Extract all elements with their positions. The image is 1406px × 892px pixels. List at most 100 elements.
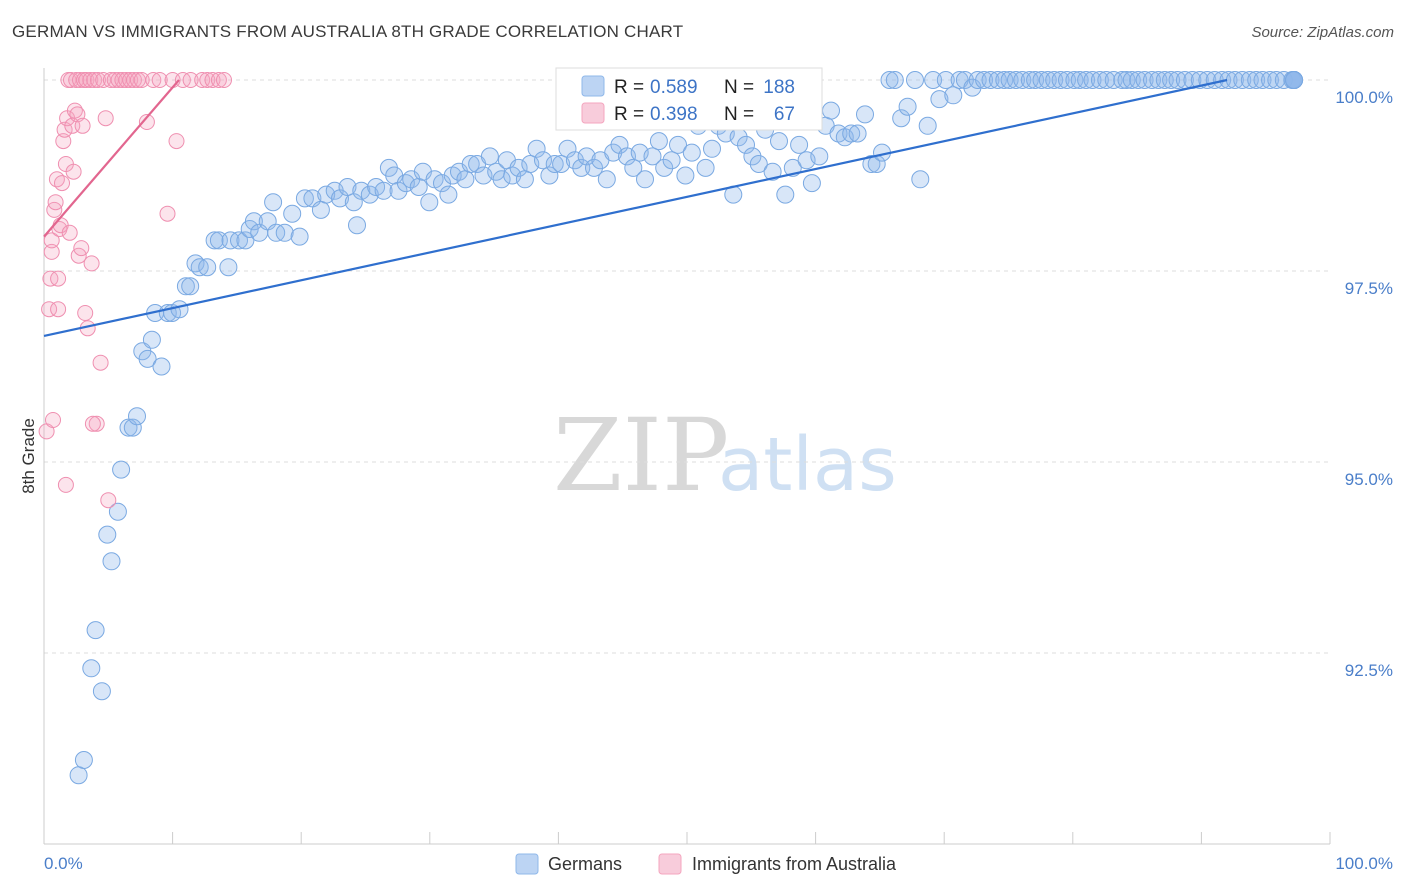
point-australia [65, 163, 82, 180]
point-germans [1051, 71, 1070, 89]
point-germans [317, 185, 336, 204]
point-australia [97, 110, 114, 127]
point-australia [43, 243, 60, 260]
point-germans [1285, 71, 1303, 89]
point-germans [975, 71, 994, 89]
point-germans [527, 139, 546, 158]
point-germans [1097, 71, 1116, 89]
point-germans [1000, 71, 1019, 89]
point-germans [565, 151, 584, 170]
point-germans [420, 193, 439, 212]
point-australia [73, 240, 90, 257]
point-germans [1083, 71, 1102, 89]
y-tick-labels: 92.5% 95.0% 97.5% 100.0% [1335, 88, 1393, 680]
legend-n-value-2: 67 [774, 104, 795, 125]
point-germans [509, 158, 528, 177]
point-germans [577, 147, 596, 166]
point-australia [50, 301, 67, 318]
point-australia [47, 194, 64, 211]
point-germans [1233, 71, 1252, 89]
point-germans [981, 71, 1000, 89]
point-germans [749, 155, 768, 173]
point-germans [880, 71, 899, 89]
point-germans [461, 155, 480, 173]
point-germans [338, 178, 357, 196]
legend-swatch-germans [581, 75, 605, 97]
point-australia [100, 492, 117, 509]
point-germans [1045, 71, 1064, 89]
point-germans [802, 174, 821, 193]
point-germans [311, 200, 330, 219]
point-germans [572, 158, 591, 177]
point-germans [142, 330, 161, 349]
legend-n-label-1: N = [724, 77, 754, 98]
x-tick-max: 100.0% [1335, 854, 1393, 873]
point-australia [57, 476, 74, 493]
y-tick-label: 92.5% [1345, 661, 1393, 680]
point-australia [86, 72, 103, 88]
point-germans [848, 124, 867, 143]
point-germans [439, 185, 458, 204]
point-germans [636, 170, 654, 189]
point-germans [597, 170, 616, 189]
point-germans [112, 460, 131, 479]
point-germans [275, 223, 294, 242]
point-germans [1261, 71, 1279, 89]
point-germans [170, 300, 189, 319]
scatter-points [38, 71, 1303, 785]
y-tick-label: 95.0% [1345, 470, 1393, 489]
stats-legend: R = 0.589 N = 188 R = 0.398 N = 67 [555, 67, 823, 131]
point-germans [911, 170, 930, 189]
x-axis-ticks [43, 832, 1331, 844]
point-germans [1155, 71, 1174, 89]
point-germans [409, 178, 428, 196]
point-germans [918, 116, 937, 135]
point-australia [168, 133, 185, 150]
point-australia [83, 255, 100, 272]
point-germans [924, 71, 943, 89]
point-germans [930, 90, 949, 109]
chart-title: GERMAN VS IMMIGRANTS FROM AUSTRALIA 8TH … [12, 22, 684, 41]
point-germans [552, 155, 571, 173]
point-australia [133, 72, 150, 88]
point-australia [90, 72, 106, 88]
point-germans [669, 135, 687, 154]
point-germans [1007, 71, 1025, 89]
point-australia [50, 270, 67, 287]
point-germans [703, 139, 721, 158]
point-germans [198, 258, 217, 277]
point-germans [545, 155, 564, 173]
point-germans [955, 71, 974, 89]
point-australia [61, 224, 78, 241]
point-germans [128, 407, 146, 426]
point-germans [190, 258, 209, 277]
point-germans [1077, 71, 1096, 89]
point-germans [936, 71, 955, 89]
point-australia [55, 133, 72, 150]
point-germans [108, 502, 127, 521]
watermark-atlas: atlas [718, 422, 897, 508]
point-germans [696, 158, 715, 177]
point-germans [515, 170, 534, 189]
point-germans [743, 147, 762, 166]
point-australia [210, 72, 227, 88]
legend-n-value-1: 188 [763, 77, 795, 98]
legend-r-label-2: R = [614, 104, 644, 125]
point-australia [204, 72, 221, 88]
point-germans [138, 349, 157, 368]
point-germans [236, 231, 255, 250]
point-germans [102, 552, 121, 571]
point-australia [45, 412, 61, 428]
series-legend-swatch-germans [515, 853, 539, 875]
point-germans [1135, 71, 1154, 89]
point-germans [74, 751, 93, 769]
point-germans [1032, 71, 1051, 89]
point-germans [790, 135, 809, 154]
point-germans [374, 181, 393, 200]
legend-r-value-2: 0.398 [650, 104, 698, 125]
legend-swatch-australia [581, 102, 605, 124]
point-germans [776, 185, 795, 204]
point-germans [540, 166, 559, 185]
point-germans [290, 227, 309, 246]
